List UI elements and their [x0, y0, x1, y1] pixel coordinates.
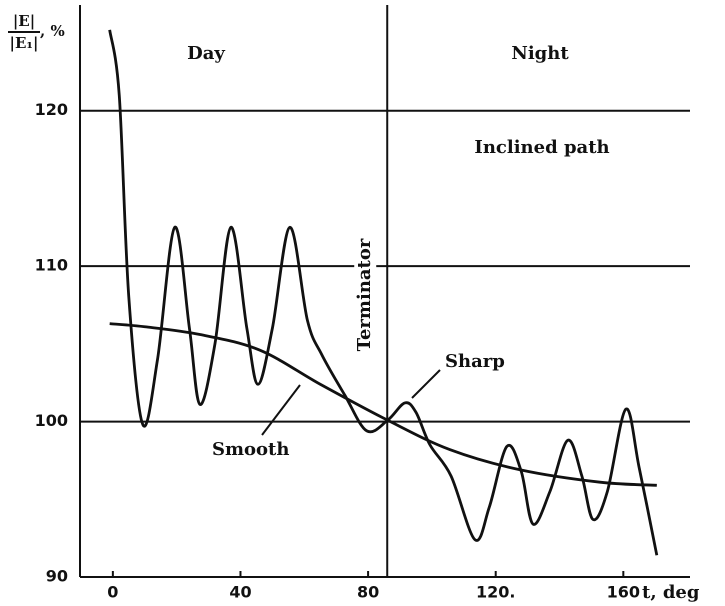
x-tick-label: 120.	[476, 583, 515, 602]
pointer	[261, 384, 301, 436]
series-line	[109, 322, 657, 487]
y-tick-label: 120	[35, 100, 68, 119]
y-tick-label: 110	[35, 256, 68, 275]
annotation: Inclined path	[474, 137, 609, 158]
x-tick-label: 160	[607, 583, 640, 602]
x-tick-label: 0	[107, 583, 118, 602]
x-tick-label: 40	[229, 583, 251, 602]
y-label-num: |E|	[13, 12, 35, 30]
terminator-bg	[354, 225, 377, 365]
series-label: Smooth	[212, 439, 289, 460]
y-tick-label: 90	[46, 567, 68, 586]
y-label-den: |E₁|	[10, 34, 39, 52]
y-tick-label: 100	[35, 411, 68, 430]
annotation: Night	[511, 43, 569, 64]
x-axis-label: t, deg	[642, 582, 700, 603]
terminator-label: Terminator	[354, 238, 375, 351]
series-line	[108, 29, 659, 556]
x-tick-label: 80	[357, 583, 379, 602]
pointer	[411, 369, 441, 399]
y-label-unit: , %	[40, 22, 65, 40]
series-label: Sharp	[445, 351, 505, 372]
annotation: Day	[187, 43, 225, 64]
